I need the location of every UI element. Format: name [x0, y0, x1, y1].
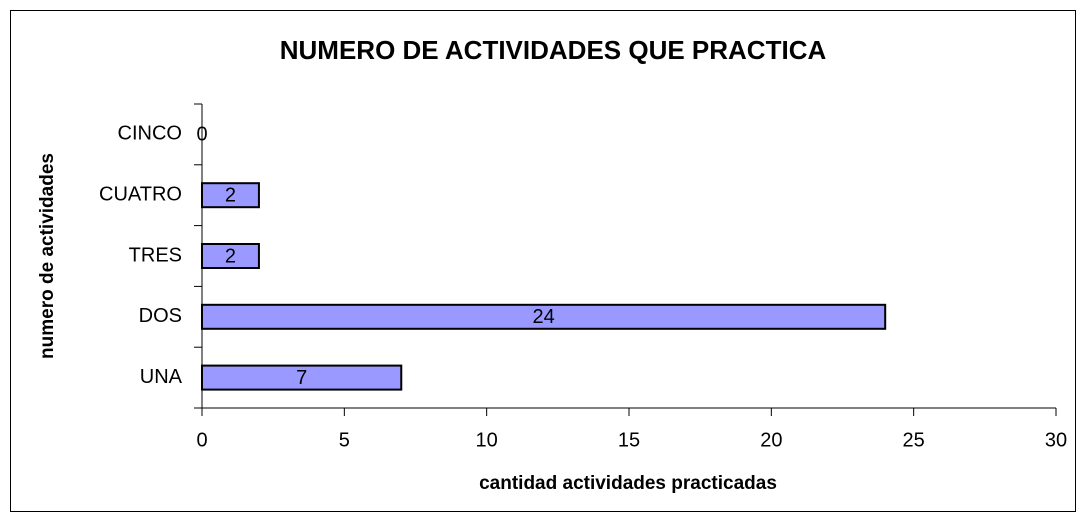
x-tick-label: 15 [618, 429, 640, 451]
bar [201, 364, 403, 391]
y-tick-label: CUATRO [99, 183, 182, 205]
x-tick-label: 5 [339, 429, 350, 451]
x-tick-label: 20 [760, 429, 782, 451]
bar [201, 303, 887, 330]
x-axis-title: cantidad actividades practicadas [479, 473, 777, 494]
x-tick-label: 0 [196, 429, 207, 451]
x-tick-label: 30 [1045, 429, 1067, 451]
data-label: 7 [296, 367, 307, 389]
bar [201, 182, 260, 209]
x-tick-label: 25 [903, 429, 925, 451]
y-tick-label: UNA [140, 366, 183, 388]
y-tick-label: DOS [139, 305, 182, 327]
bar [201, 243, 260, 269]
y-axis-title: numero de actividades [37, 153, 58, 359]
x-tick-label: 10 [476, 429, 498, 451]
y-tick-label: CINCO [118, 123, 182, 145]
data-label: 2 [225, 184, 236, 206]
data-label: 2 [225, 245, 236, 267]
data-label: 0 [196, 124, 207, 146]
chart-frame [10, 10, 1076, 512]
data-label: 24 [532, 306, 554, 328]
chart-title: NUMERO DE ACTIVIDADES QUE PRACTICA [280, 35, 827, 65]
y-tick-label: TRES [129, 244, 182, 266]
